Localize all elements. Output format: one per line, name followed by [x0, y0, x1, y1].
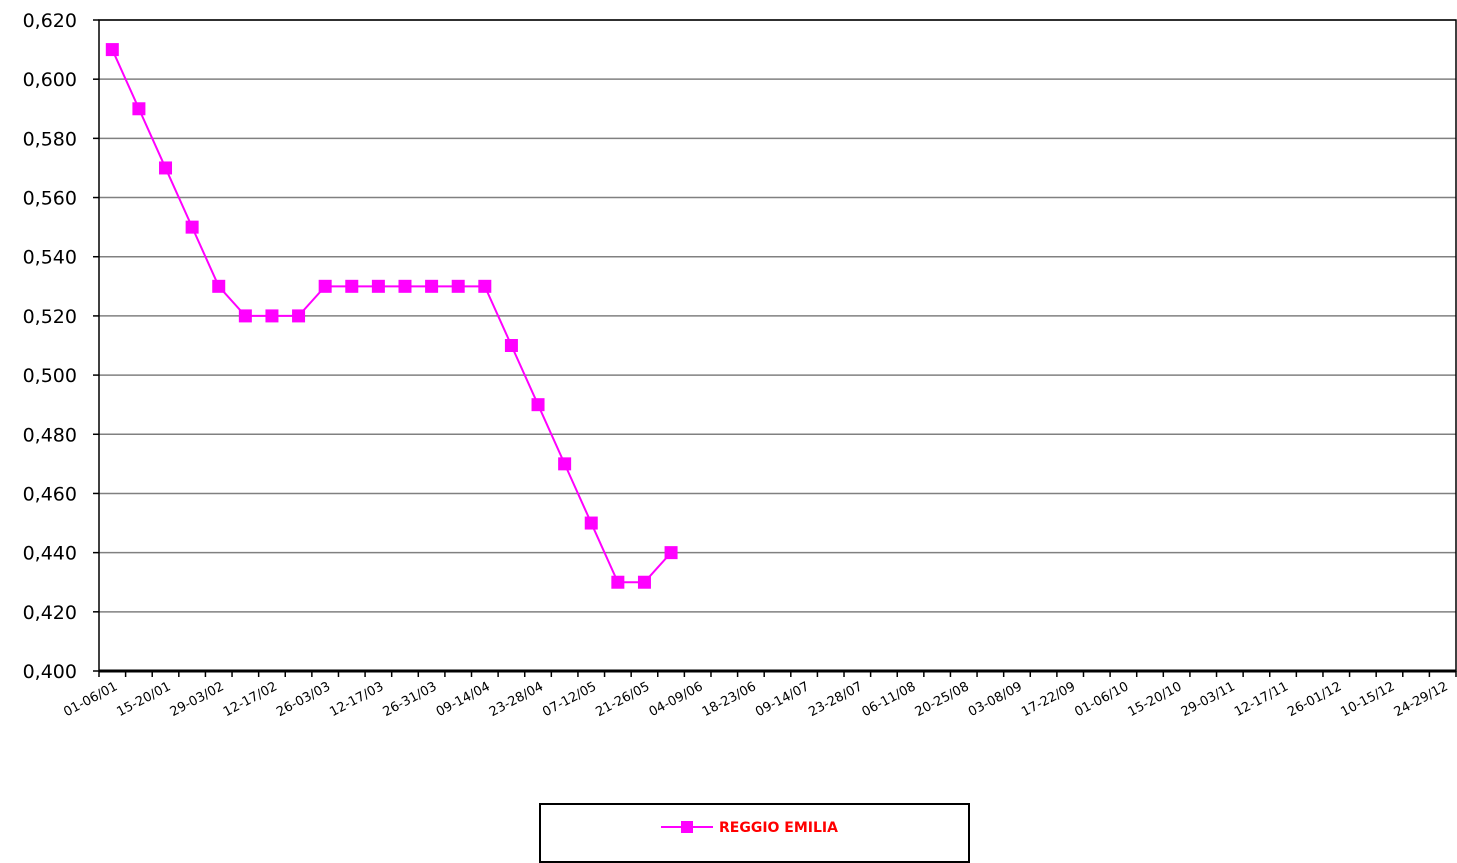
x-tick-label: 17-22/09 [1019, 679, 1078, 720]
x-tick-label: 04-09/06 [647, 679, 706, 720]
x-tick-label: 07-12/05 [540, 679, 599, 720]
data-point [345, 279, 359, 293]
x-tick-label: 21-26/05 [593, 679, 652, 720]
x-tick-label: 01-06/10 [1072, 679, 1131, 720]
data-point [451, 279, 465, 293]
data-point [664, 546, 678, 560]
y-tick-label: 0,580 [23, 128, 77, 150]
data-point [478, 279, 492, 293]
data-point [159, 161, 173, 175]
data-point [265, 309, 279, 323]
x-tick-label: 09-14/07 [753, 679, 812, 720]
y-tick-label: 0,520 [23, 306, 77, 328]
y-tick-label: 0,620 [23, 10, 77, 32]
x-tick-label: 15-20/10 [1126, 679, 1185, 720]
y-tick-label: 0,500 [23, 365, 77, 387]
legend: REGGIO EMILIA [539, 803, 970, 863]
x-tick-label: 29-03/02 [168, 679, 227, 720]
x-tick-label: 20-25/08 [913, 679, 972, 720]
x-tick-label: 09-14/04 [434, 679, 493, 720]
data-point [398, 279, 412, 293]
data-point [611, 575, 625, 589]
data-point [105, 43, 119, 57]
x-tick-label: 10-15/12 [1338, 679, 1397, 720]
y-tick-label: 0,600 [23, 69, 77, 91]
x-tick-label: 15-20/01 [115, 679, 174, 720]
legend-marker-icon [661, 821, 713, 833]
x-tick-label: 26-31/03 [381, 679, 440, 720]
x-tick-label: 12-17/02 [221, 679, 280, 720]
data-point [637, 575, 651, 589]
data-point [558, 457, 572, 471]
x-tick-label: 24-29/12 [1392, 679, 1451, 720]
x-tick-label: 23-28/04 [487, 679, 546, 720]
line-chart: 0,400 0,420 0,440 0,460 0,480 0,500 0,520 0,540… [23, 10, 1457, 720]
y-tick-label: 0,480 [23, 424, 77, 446]
x-tick-label: 18-23/06 [700, 679, 759, 720]
legend-label: REGGIO EMILIA [719, 820, 838, 836]
plot-border [98, 19, 1457, 672]
x-tick-label: 26-01/12 [1285, 679, 1344, 720]
y-tick-label: 0,440 [23, 543, 77, 565]
x-axis: 01-06/0115-20/0129-03/0212-17/0226-03/03… [61, 671, 1457, 720]
y-tick-label: 0,560 [23, 188, 77, 210]
data-point [318, 279, 332, 293]
data-point [185, 220, 199, 234]
x-tick-label: 06-11/08 [860, 679, 919, 720]
plot-area [98, 19, 1457, 673]
x-tick-label: 23-28/07 [806, 679, 865, 720]
y-tick-label: 0,420 [23, 602, 77, 624]
data-point [504, 339, 518, 352]
x-tick-label: 03-08/09 [966, 679, 1025, 720]
data-point [132, 102, 146, 116]
x-tick-label: 12-17/11 [1232, 679, 1291, 720]
x-tick-label: 12-17/03 [327, 679, 386, 720]
data-point [238, 309, 252, 323]
data-point [212, 279, 226, 293]
data-point [531, 398, 545, 412]
y-tick-label: 0,400 [23, 661, 77, 683]
y-axis: 0,400 0,420 0,440 0,460 0,480 0,500 0,520 0,540… [23, 10, 99, 683]
data-series [105, 43, 678, 589]
series-line [111, 49, 672, 584]
data-point [425, 279, 439, 293]
y-tick-label: 0,540 [23, 247, 77, 269]
x-tick-label: 26-03/03 [274, 679, 333, 720]
data-point [371, 279, 385, 293]
data-point [584, 516, 598, 530]
data-point [292, 309, 306, 323]
x-tick-label: 29-03/11 [1179, 679, 1238, 720]
x-tick-label: 01-06/01 [61, 679, 120, 720]
y-tick-label: 0,460 [23, 483, 77, 505]
